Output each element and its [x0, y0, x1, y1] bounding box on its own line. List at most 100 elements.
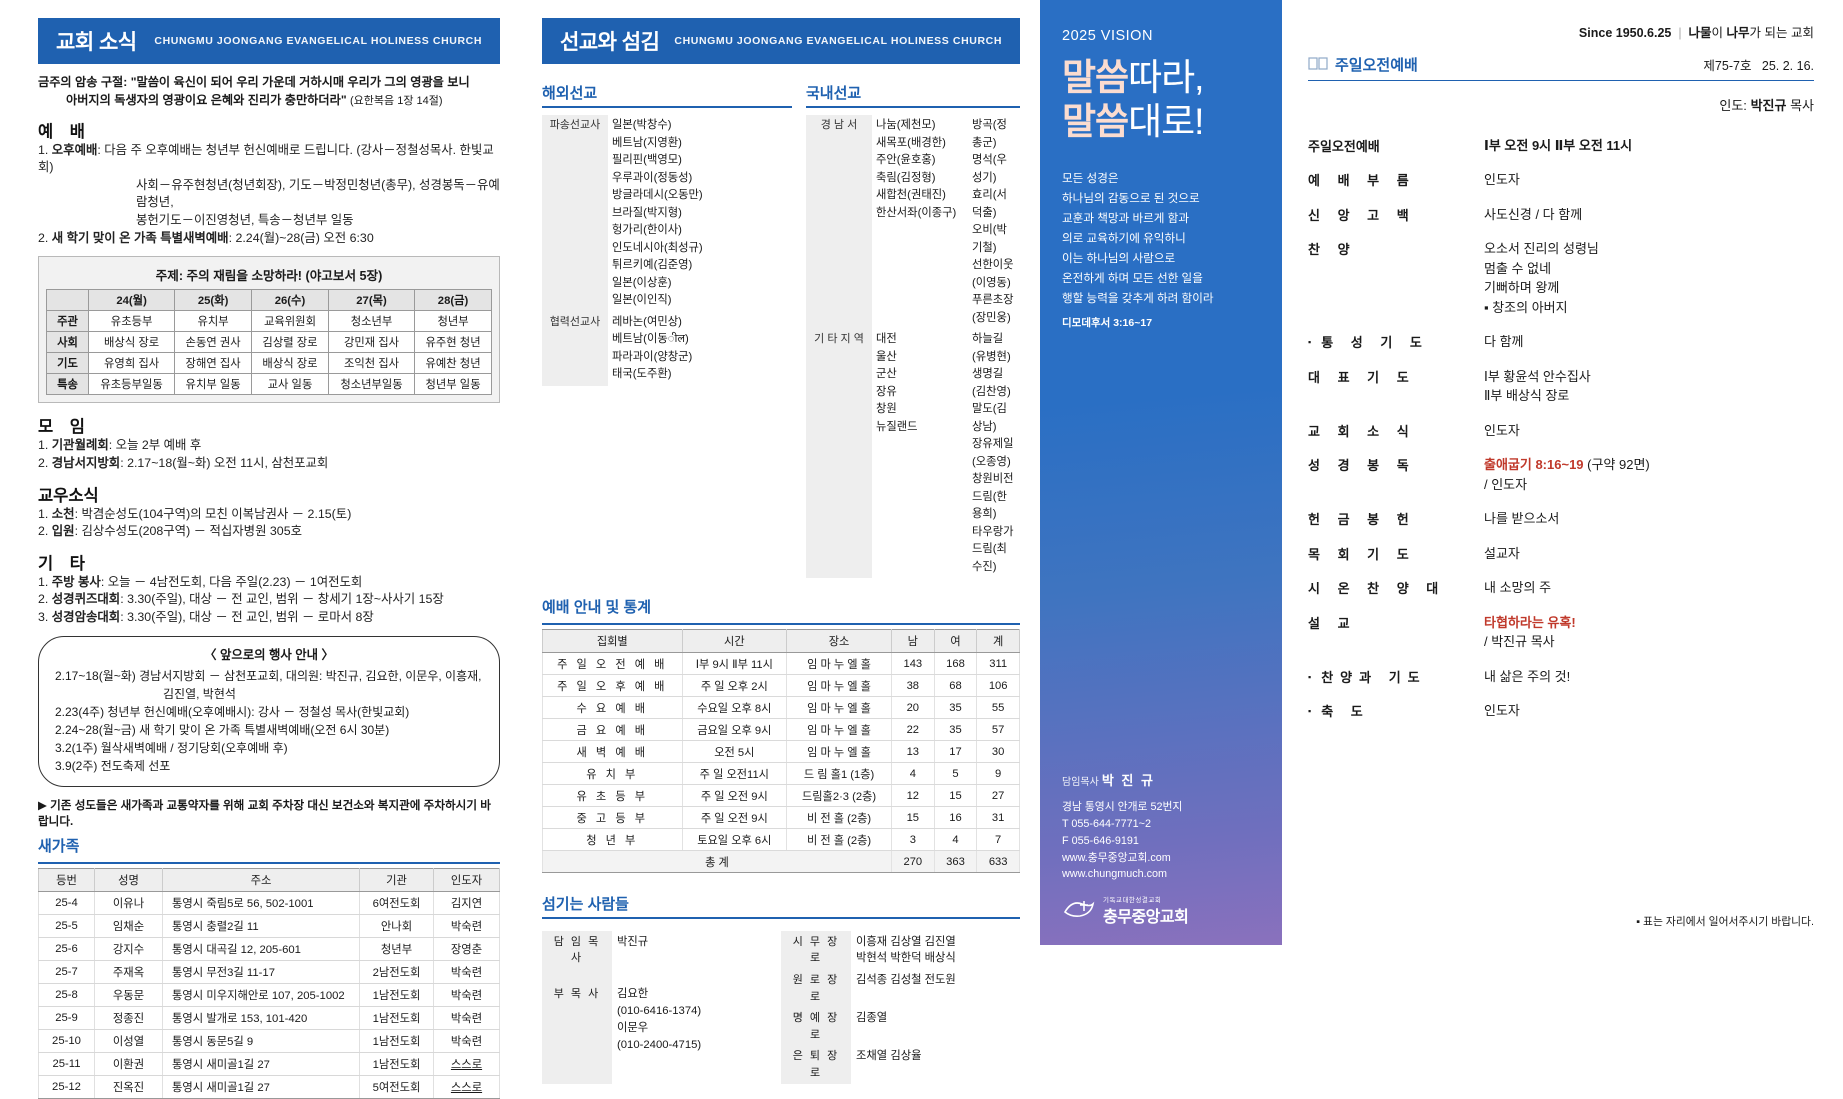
stat-cell: 중 고 등 부 [542, 806, 683, 829]
family-cell: 통영시 미우지해안로 107, 205-1002 [162, 983, 360, 1008]
servant-group: 원 로 장 로 김석종 김성철 전도원 [781, 969, 1020, 1008]
mission-list: 일본(박창수) 베트남(지영환) 필리핀(백영모) 우루과이(정동성) 방글라데시(오동… [612, 119, 703, 306]
servant-names: 조채열 김상율 [856, 1050, 922, 1063]
order-item-label: 헌 금 봉 헌 [1308, 512, 1416, 527]
stat-cell: 4 [890, 762, 935, 785]
family-cell: 강지수 [94, 937, 163, 962]
since-label: Since 1950.6.25 [1578, 26, 1672, 40]
order-item-label: ▪ 찬양과 기도 [1308, 669, 1427, 685]
stat-cell: 57 [976, 718, 1020, 741]
family-cell: 25-8 [38, 983, 95, 1008]
vision-scripture-line: 온전하게 하며 모든 선한 일을 [1062, 272, 1203, 285]
table-row: 25-8 우동문 통영시 미우지해안로 107, 205-1002 1남전도회 박숙련 [38, 983, 500, 1008]
family-col-header: 등번 [38, 868, 95, 893]
order-row: 찬 양 오소서 진리의 성령님 멈출 수 없네 기뻐하며 왕께 ▪ 창조의 아버지 [1308, 232, 1814, 325]
weekly-cell: 장해연 집사 [174, 352, 253, 375]
weekly-row-label: 특송 [46, 373, 89, 396]
weekly-cell: 유초등부일동 [87, 373, 176, 396]
stat-cell: 금요일 오후 9시 [681, 718, 788, 741]
stat-cell: 금 요 예 배 [542, 718, 683, 741]
weekly-row: 특송 유초등부일동 유치부 일동 교사 일동 청소년부일동 청년부 일동 [46, 373, 492, 396]
vision-panel: 2025 VISION 말씀따라, 말씀대로! 모든 성경은 하나님의 감동으로 … [1040, 0, 1282, 945]
stat-cell: 22 [890, 718, 935, 741]
stat-cell: 비 전 홀 (2층) [786, 828, 892, 851]
stat-col-header: 장소 [786, 629, 892, 653]
upcoming-events-box: 〈 앞으로의 행사 안내 〉 2.17~18(월~화) 경남서지방회 － 삼천포… [38, 635, 500, 788]
domestic-mission-table: 경 남 서 나눔(제천모) 새목포(배경한) 주안(윤호홍) 축림(김정형) 새합천(권태… [806, 115, 1020, 578]
order-item-label: 예 배 부 름 [1308, 173, 1416, 188]
weekly-cell: 유치부 [174, 310, 253, 333]
meeting-items: 1. 기관월례회: 오늘 2부 예배 후 2. 경남서지방회: 2.17~18(월… [38, 437, 500, 472]
family-cell: 통영시 발개로 153, 101-420 [162, 1006, 360, 1031]
upcoming-event-line: 3.9(2주) 전도축제 선포 [55, 759, 171, 774]
standing-mark-icon: ▪ [1308, 337, 1319, 347]
stat-cell: 27 [976, 784, 1020, 807]
weekly-cell: 손동연 권사 [174, 331, 253, 354]
order-of-service-panel: Since 1950.6.25 | 나물이 나무가 되는 교회 주일오전예배 제… [1282, 0, 1842, 945]
family-cell: 25-5 [38, 914, 95, 939]
family-cell: 정종진 [94, 1006, 163, 1031]
weekly-cell: 유영희 집사 [87, 352, 176, 375]
middle-panel-mission: 선교와 섬김 CHUNGMU JOONGANG EVANGELICAL HOLI… [520, 0, 1040, 1084]
text-line: 2. 입원: 김상수성도(208구역) － 적십자병원 305호 [38, 524, 302, 539]
family-cell: 1남전도회 [359, 1029, 434, 1054]
stat-col-header: 시간 [681, 629, 788, 653]
servants-columns: 담 임 목 사 박진규 부 목 사 김요한 (010-6416-1374) 이문우 (010… [542, 926, 1020, 1084]
weekly-row: 주관 유초등부 유치부 교육위원회 청소년부 청년부 [46, 310, 492, 333]
parking-note: ▶ 기존 성도들은 새가족과 교통약자를 위해 교회 주차장 대신 보건소와 복… [38, 799, 491, 829]
stat-cell: 임 마 누 엘 홀 [786, 674, 892, 697]
weekly-cell: 배상식 장로 [87, 331, 176, 354]
weekly-cell: 유주현 청년 [414, 331, 492, 354]
family-col-header: 기관 [359, 868, 434, 893]
stat-cell: 106 [976, 674, 1020, 697]
order-row: 헌 금 봉 헌 나를 받으소서 [1308, 502, 1814, 537]
week-topic: 주제: 주의 재림을 소망하라! (야고보서 5장) [155, 269, 383, 284]
order-row: ▪ 통 성 기 도 다 함께 [1308, 325, 1814, 360]
weekly-cell: 교사 일동 [251, 373, 329, 396]
stat-cell: 15 [933, 784, 978, 807]
stat-cell: 드림홀2·3 (2층) [786, 784, 892, 807]
stat-cell: 수요일 오후 8시 [681, 696, 788, 719]
mid-header-title: 선교와 섬김 [560, 31, 660, 54]
family-cell: 박숙련 [433, 1006, 500, 1031]
servants-title: 섬기는 사람들 [542, 893, 1020, 919]
stat-cell: 오전 5시 [681, 740, 788, 763]
family-col-header: 주소 [162, 868, 360, 893]
order-service-name: 주일오전예배 [1335, 57, 1418, 74]
order-row: 설 교 타협하라는 유혹! / 박진규 목사 [1308, 605, 1814, 659]
order-item-label: 대 표 기 도 [1308, 369, 1416, 385]
text-line: 1. 기관월례회: 오늘 2부 예배 후 [38, 438, 202, 453]
vision-scripture-ref: 디모데후서 3:16~17 [1062, 316, 1153, 329]
family-cell: 청년부 [359, 937, 434, 962]
stat-total-value: 363 [933, 850, 978, 873]
text-line: 1. 주방 봉사: 오늘 － 4남전도회, 다음 주일(2.23) － 1여전도… [38, 574, 363, 589]
family-cell: 통영시 동문5길 9 [162, 1029, 360, 1054]
weekly-row: 사회 배상식 장로 손동연 권사 김상렬 장로 강민재 집사 유주현 청년 [46, 331, 492, 354]
weekly-cell: 청년부 [414, 310, 492, 333]
order-row: 성 경 봉 독 출애굽기 8:16~19 (구약 92면) / 인도자 [1308, 448, 1814, 502]
logo-denomination: 기독교대한성결교회 [1103, 897, 1162, 905]
order-row: ▪ 축 도 인도자 [1308, 694, 1814, 729]
text-line: 1. 소천: 박겸순성도(104구역)의 모친 이복남권사 － 2.15(토) [38, 506, 352, 521]
order-row: 주일오전예배 Ⅰ부 오전 9시 Ⅱ부 오전 11시 [1308, 128, 1814, 163]
pastor-name: 박 진 규 [1101, 773, 1155, 789]
servant-names: 김석종 김성철 전도원 [856, 974, 956, 987]
pastor-label: 담임목사 [1062, 777, 1099, 789]
mission-category: 협력선교사 [542, 311, 608, 386]
upcoming-event-line: 김진열, 박현석 [163, 687, 236, 702]
order-row: 대 표 기 도 Ⅰ부 황윤석 안수집사 Ⅱ부 배상식 장로 [1308, 359, 1814, 413]
order-divider [1308, 80, 1814, 81]
table-row: 25-11 이환권 통영시 새미골1길 27 1남전도회 스스로 [38, 1052, 500, 1077]
order-leader-name: 박진규 [1750, 98, 1787, 113]
servant-names: 박진규 [617, 935, 649, 948]
order-item-value: 출애굽기 8:16~19 (구약 92면) / 인도자 [1484, 457, 1650, 492]
servants-right-table: 시 무 장 로 이흥재 김상열 김진열 박현석 박한덕 배상식 원 로 장 로 김석종 … [781, 931, 1020, 1084]
statistics-body: 주 일 오 전 예 배 Ⅰ부 9시 Ⅱ부 11시 임 마 누 엘 홀 143 168 31… [542, 652, 1020, 873]
stat-cell: 68 [933, 674, 978, 697]
family-cell: 25-11 [38, 1052, 95, 1077]
worship-title: 예 배 [38, 122, 91, 141]
family-cell: 1남전도회 [359, 1052, 434, 1077]
stat-cell: 9 [976, 762, 1020, 785]
order-item-value: 나를 받으소서 [1484, 511, 1560, 526]
